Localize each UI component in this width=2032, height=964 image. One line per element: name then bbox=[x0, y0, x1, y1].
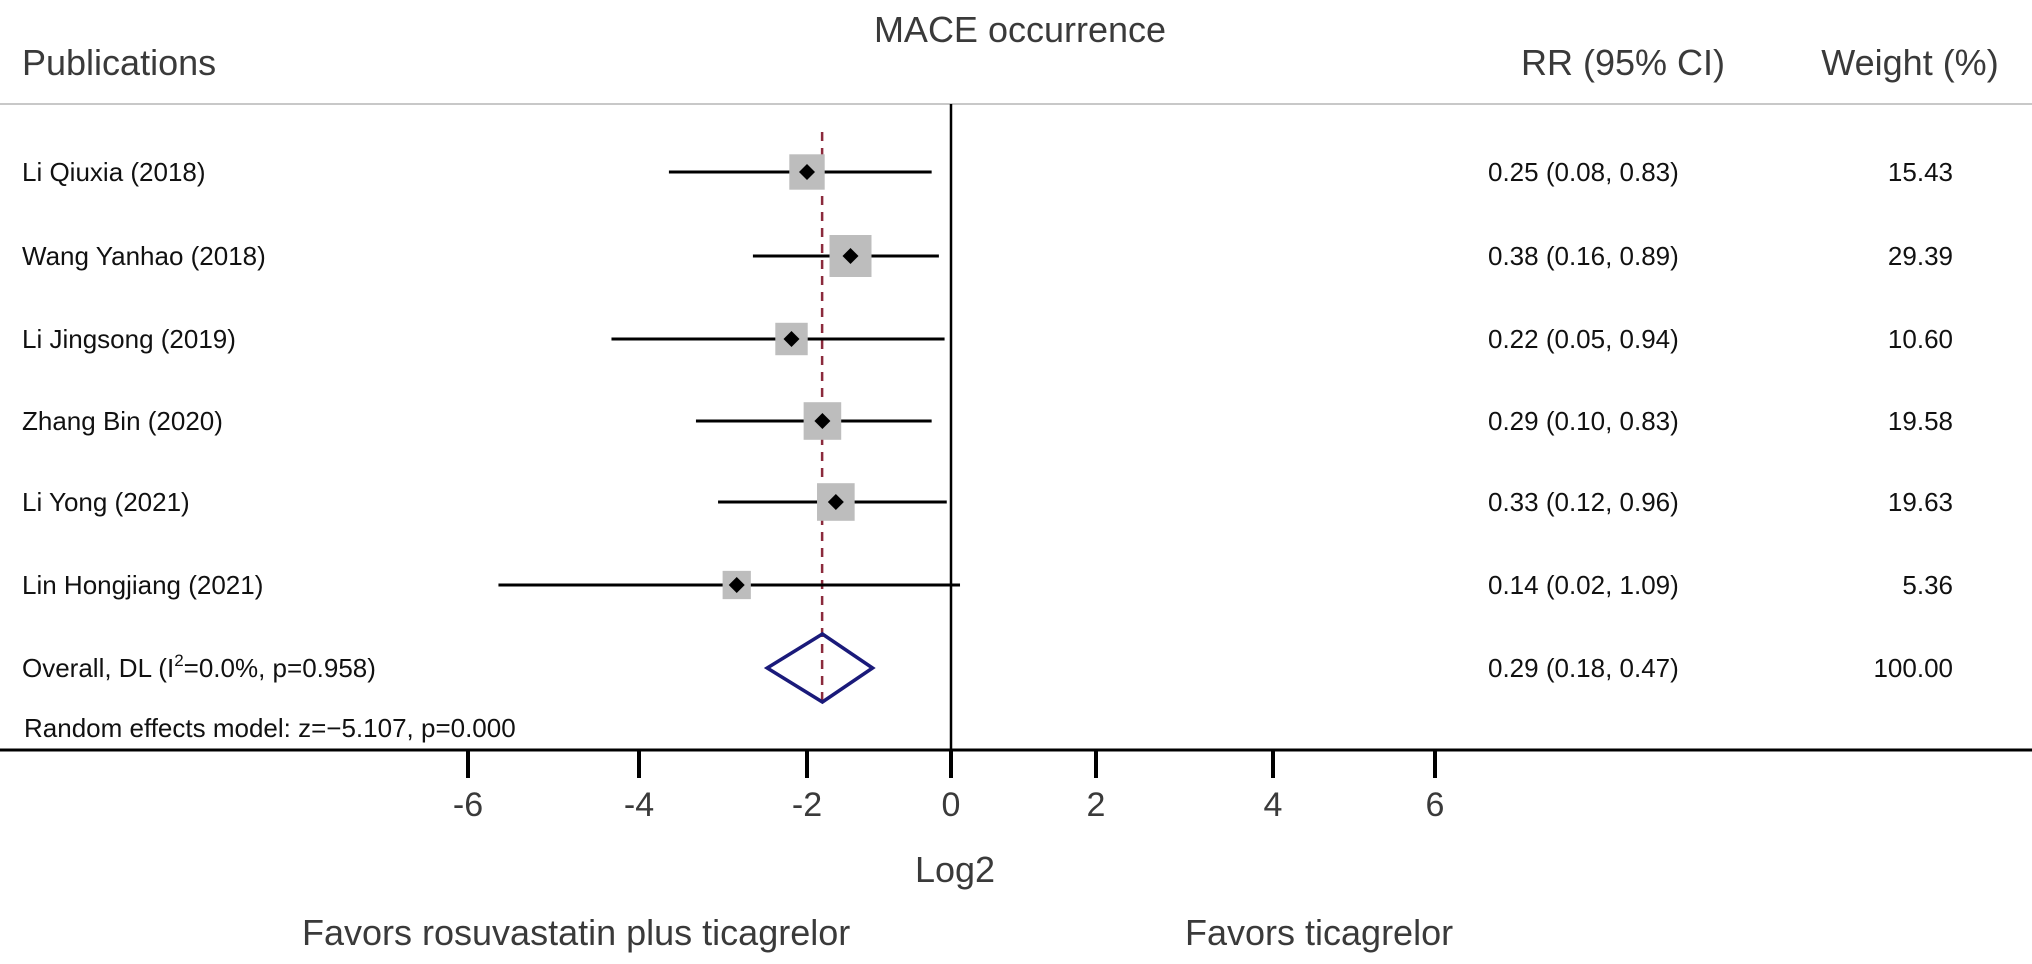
chart-title: MACE occurrence bbox=[874, 9, 1166, 50]
study-row: Lin Hongjiang (2021) 0.14 (0.02, 1.09) 5… bbox=[22, 570, 1953, 600]
x-axis-ticks: -6 -4 -2 0 2 4 6 bbox=[453, 750, 1445, 824]
point-estimate-marker bbox=[827, 494, 844, 510]
x-tick-label: -4 bbox=[624, 786, 654, 824]
rr-ci-value: 0.22 (0.05, 0.94) bbox=[1488, 324, 1679, 354]
x-tick-label: 0 bbox=[942, 786, 961, 824]
overall-diamond bbox=[763, 631, 876, 705]
study-label: Zhang Bin (2020) bbox=[22, 406, 223, 436]
study-label: Li Jingsong (2019) bbox=[22, 324, 236, 354]
overall-label: Overall, DL (I2=0.0%, p=0.958) bbox=[22, 651, 376, 683]
x-axis-label: Log2 bbox=[915, 849, 995, 890]
overall-rr-ci-value: 0.29 (0.18, 0.47) bbox=[1488, 653, 1679, 683]
point-estimate-marker bbox=[799, 164, 815, 180]
overall-weight-value: 100.00 bbox=[1873, 653, 1953, 683]
point-estimate-marker bbox=[728, 577, 745, 593]
rr-ci-header: RR (95% CI) bbox=[1521, 42, 1725, 83]
rr-ci-value: 0.29 (0.10, 0.83) bbox=[1488, 406, 1679, 436]
study-row: Li Jingsong (2019) 0.22 (0.05, 0.94) 10.… bbox=[22, 322, 1953, 356]
model-note: Random effects model: z=−5.107, p=0.000 bbox=[24, 713, 516, 743]
rr-ci-value: 0.14 (0.02, 1.09) bbox=[1488, 570, 1679, 600]
overall-row: Overall, DL (I2=0.0%, p=0.958) 0.29 (0.1… bbox=[22, 631, 1953, 705]
study-label: Li Qiuxia (2018) bbox=[22, 157, 206, 187]
rr-ci-value: 0.38 (0.16, 0.89) bbox=[1488, 241, 1679, 271]
x-tick-label: 2 bbox=[1087, 786, 1106, 824]
x-tick-label: 4 bbox=[1264, 786, 1283, 824]
study-row: Zhang Bin (2020) 0.29 (0.10, 0.83) 19.58 bbox=[22, 402, 1953, 440]
point-estimate-marker bbox=[842, 248, 859, 264]
x-tick-label: 6 bbox=[1426, 786, 1445, 824]
weight-value: 5.36 bbox=[1902, 570, 1953, 600]
rr-ci-value: 0.33 (0.12, 0.96) bbox=[1488, 487, 1679, 517]
point-estimate-marker bbox=[814, 413, 831, 429]
favors-left-label: Favors rosuvastatin plus ticagrelor bbox=[302, 912, 850, 953]
study-label: Wang Yanhao (2018) bbox=[22, 241, 266, 271]
study-row: Li Qiuxia (2018) 0.25 (0.08, 0.83) 15.43 bbox=[22, 154, 1953, 190]
study-label: Li Yong (2021) bbox=[22, 487, 190, 517]
weight-value: 15.43 bbox=[1888, 157, 1953, 187]
weight-header: Weight (%) bbox=[1821, 42, 1998, 83]
study-label: Lin Hongjiang (2021) bbox=[22, 570, 263, 600]
weight-value: 10.60 bbox=[1888, 324, 1953, 354]
weight-value: 19.63 bbox=[1888, 487, 1953, 517]
x-tick-label: -2 bbox=[792, 786, 822, 824]
favors-right-label: Favors ticagrelor bbox=[1185, 912, 1453, 953]
study-row: Wang Yanhao (2018) 0.38 (0.16, 0.89) 29.… bbox=[22, 235, 1953, 277]
study-row: Li Yong (2021) 0.33 (0.12, 0.96) 19.63 bbox=[22, 483, 1953, 521]
publications-header: Publications bbox=[22, 42, 216, 83]
weight-value: 19.58 bbox=[1888, 406, 1953, 436]
point-estimate-marker bbox=[783, 331, 800, 347]
rr-ci-value: 0.25 (0.08, 0.83) bbox=[1488, 157, 1679, 187]
x-tick-label: -6 bbox=[453, 786, 483, 824]
weight-value: 29.39 bbox=[1888, 241, 1953, 271]
